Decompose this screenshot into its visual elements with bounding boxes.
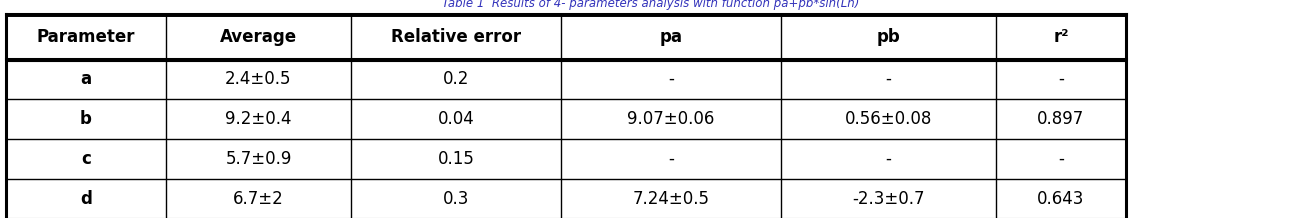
Text: -: - xyxy=(1058,150,1064,168)
Text: Table 1  Results of 4- parameters analysis with function pa+pb*sin(Ln): Table 1 Results of 4- parameters analysi… xyxy=(442,0,859,10)
Text: 9.07±0.06: 9.07±0.06 xyxy=(627,110,714,128)
Text: -: - xyxy=(1058,70,1064,88)
Text: 5.7±0.9: 5.7±0.9 xyxy=(225,150,291,168)
Text: r²: r² xyxy=(1054,27,1068,46)
Text: -: - xyxy=(886,150,891,168)
Text: d: d xyxy=(81,190,92,208)
Text: Average: Average xyxy=(220,27,297,46)
Text: Parameter: Parameter xyxy=(36,27,135,46)
Text: 0.643: 0.643 xyxy=(1037,190,1085,208)
Text: 2.4±0.5: 2.4±0.5 xyxy=(225,70,291,88)
Text: 0.56±0.08: 0.56±0.08 xyxy=(844,110,933,128)
Text: 0.04: 0.04 xyxy=(437,110,475,128)
Text: 9.2±0.4: 9.2±0.4 xyxy=(225,110,291,128)
Text: 0.897: 0.897 xyxy=(1037,110,1085,128)
Text: b: b xyxy=(81,110,92,128)
Text: -: - xyxy=(667,70,674,88)
Text: a: a xyxy=(81,70,91,88)
Text: 6.7±2: 6.7±2 xyxy=(233,190,284,208)
Text: 0.3: 0.3 xyxy=(442,190,470,208)
Text: 7.24±0.5: 7.24±0.5 xyxy=(632,190,709,208)
Text: -2.3±0.7: -2.3±0.7 xyxy=(852,190,925,208)
Text: -: - xyxy=(886,70,891,88)
Text: pb: pb xyxy=(877,27,900,46)
Text: 0.2: 0.2 xyxy=(442,70,470,88)
Text: Relative error: Relative error xyxy=(390,27,522,46)
Text: pa: pa xyxy=(660,27,683,46)
Text: -: - xyxy=(667,150,674,168)
Text: 0.15: 0.15 xyxy=(437,150,475,168)
Text: c: c xyxy=(81,150,91,168)
